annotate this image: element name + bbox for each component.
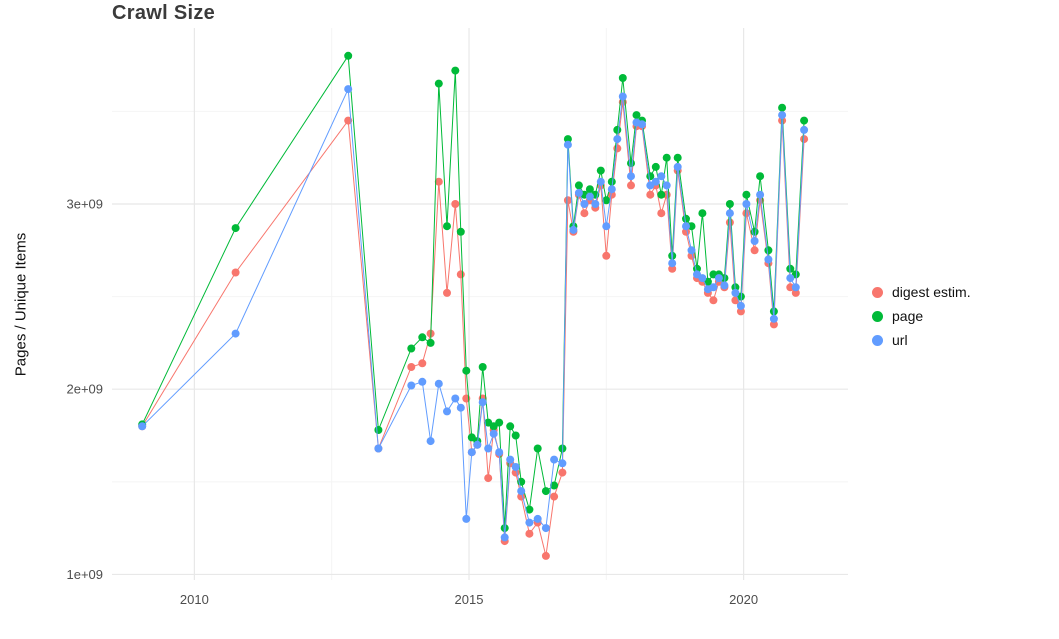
- legend: digest estim. page url: [872, 284, 971, 348]
- chart-title: Crawl Size: [112, 2, 216, 24]
- svg-text:1e+09: 1e+09: [66, 567, 103, 582]
- legend-dot-digest-estim: [872, 286, 883, 298]
- legend-dot-page: [872, 310, 883, 322]
- svg-text:2e+09: 2e+09: [66, 382, 103, 397]
- legend-label-url: url: [892, 332, 908, 348]
- svg-text:2020: 2020: [729, 592, 758, 607]
- svg-text:2010: 2010: [180, 592, 209, 607]
- legend-item-page: page: [872, 308, 971, 324]
- legend-item-digest-estim: digest estim.: [872, 284, 971, 300]
- axis-tick-labels: 1e+09 2e+09 3e+09 2010 2015 2020: [66, 196, 758, 607]
- legend-label-digest-estim: digest estim.: [892, 284, 971, 300]
- legend-label-page: page: [892, 308, 924, 324]
- series-digest-estim-: [138, 98, 809, 560]
- legend-item-url: url: [872, 332, 971, 348]
- legend-dot-url: [872, 334, 883, 346]
- svg-text:3e+09: 3e+09: [66, 196, 103, 211]
- gridlines: [112, 28, 848, 580]
- svg-text:2015: 2015: [455, 592, 484, 607]
- series-url: [138, 85, 809, 542]
